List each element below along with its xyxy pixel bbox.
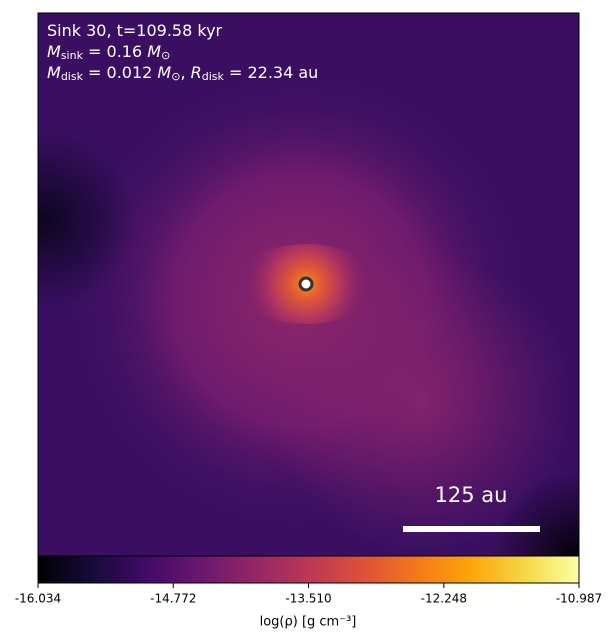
annotation: Mdisk = 0.012 M⊙, Rdisk = 22.34 au [47,63,318,84]
annotation-part: Sink 30, t=109.58 kyr [47,21,223,40]
annotation-part: disk [202,70,225,83]
annotation-part: = 0.16 [83,42,147,61]
annotation-part: sink [61,49,84,62]
annotation-part: M [47,42,61,61]
annotation-part: ⊙ [171,70,180,83]
colorbar-tick-label: -16.034 [15,592,61,606]
scale-bar-label: 125 au [435,483,508,507]
colorbar-tick-label: -13.510 [285,592,331,606]
annotation-part: R [191,63,202,82]
colorbar-tick-label: -10.987 [556,592,602,606]
annotation-part: M [47,63,61,82]
sink-marker [298,276,314,292]
annotation-part: ⊙ [161,49,170,62]
annotation-part: = 0.012 [83,63,157,82]
annotation-part: = 22.34 au [224,63,318,82]
annotation-part: , [180,63,190,82]
annotation-part: M [147,42,161,61]
annotation: Msink = 0.16 M⊙ [47,42,170,63]
annotation-part: M [157,63,171,82]
colorbar-tick-label: -12.248 [421,592,467,606]
annotation-part: disk [61,70,84,83]
colorbar-label: log(ρ) [g cm⁻³] [260,615,357,630]
colorbar [37,555,580,584]
annotation: Sink 30, t=109.58 kyr [47,21,223,40]
colorbar-tick-label: -14.772 [150,592,196,606]
